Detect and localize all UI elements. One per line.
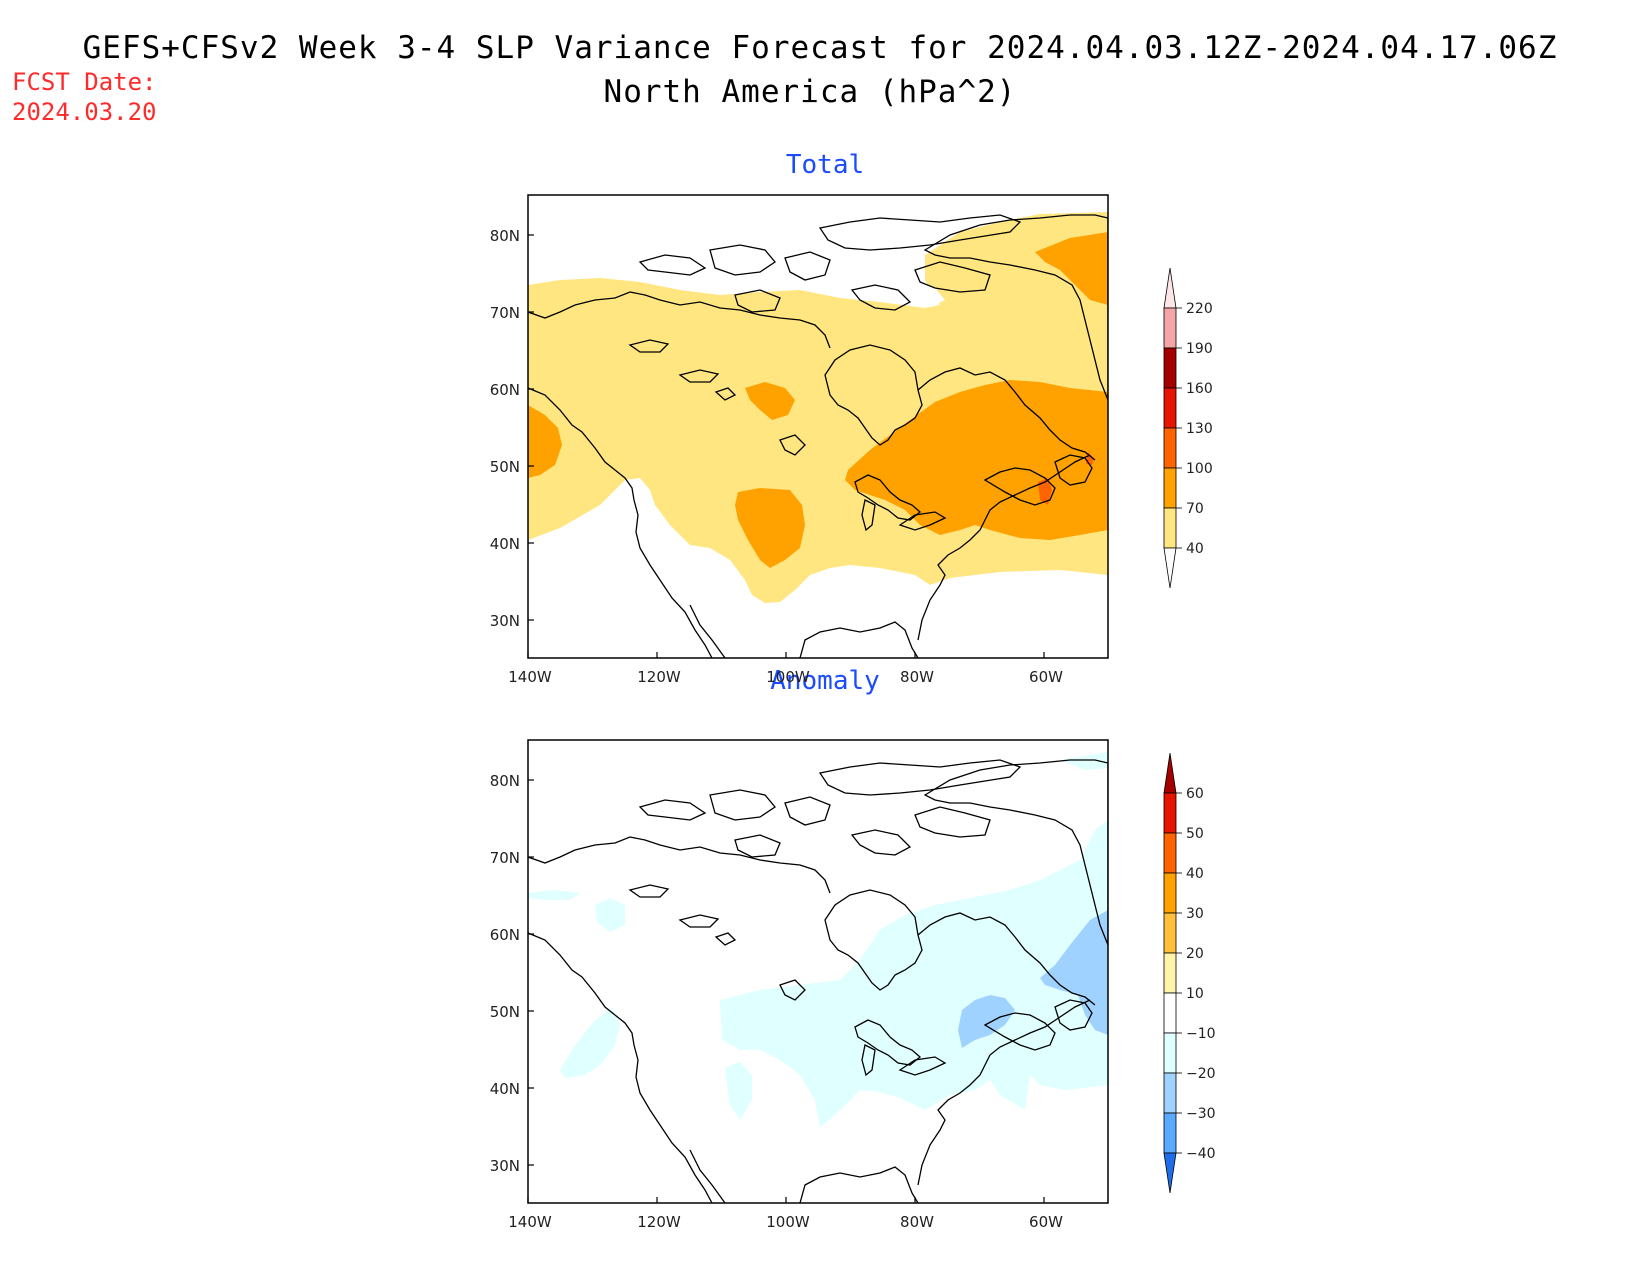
colorbar-label: 40 <box>1186 866 1204 882</box>
lat-label: 60N <box>490 381 520 399</box>
total-contour-70-greenland <box>1035 232 1108 305</box>
lat-label: 60N <box>490 926 520 944</box>
lat-label: 70N <box>490 304 520 322</box>
lon-label: 100W <box>766 668 810 686</box>
lat-label: 80N <box>490 227 520 245</box>
forecast-date-value: 2024.03.20 <box>12 98 157 126</box>
colorbar-label: 40 <box>1186 541 1204 557</box>
anomaly-map: 80N 70N 60N 50N 40N 30N 140W 120W 100W 8… <box>490 739 1109 1231</box>
colorbar-label: 70 <box>1186 501 1204 517</box>
lon-label: 80W <box>900 1213 934 1231</box>
anomaly-contour-light-main <box>720 820 1108 1128</box>
colorbar-label: 130 <box>1186 421 1213 437</box>
figure-subtitle: North America (hPa^2) <box>603 74 1017 110</box>
lon-label: 80W <box>900 668 934 686</box>
colorbar-label: −30 <box>1186 1106 1216 1122</box>
lon-label: 60W <box>1029 668 1063 686</box>
colorbar-label: 220 <box>1186 301 1213 317</box>
colorbar-label: −10 <box>1186 1026 1216 1042</box>
total-map: 80N 70N 60N 50N 40N 30N 140W 120W 100W 8… <box>490 194 1109 686</box>
lon-label: 100W <box>766 1213 810 1231</box>
colorbar-label: 20 <box>1186 946 1204 962</box>
lon-label: 120W <box>637 1213 681 1231</box>
colorbar-label: 60 <box>1186 786 1204 802</box>
lat-label: 40N <box>490 1080 520 1098</box>
figure-title: GEFS+CFSv2 Week 3-4 SLP Variance Forecas… <box>82 30 1558 66</box>
lon-label: 140W <box>508 1213 552 1231</box>
colorbar-label: −20 <box>1186 1066 1216 1082</box>
total-panel-title: Total <box>785 150 865 180</box>
total-contour-70-rockies <box>735 488 805 568</box>
lat-label: 50N <box>490 1003 520 1021</box>
lon-label: 60W <box>1029 1213 1063 1231</box>
lat-label: 70N <box>490 849 520 867</box>
lat-label: 80N <box>490 772 520 790</box>
colorbar-label: 30 <box>1186 906 1204 922</box>
colorbar-label: 50 <box>1186 826 1204 842</box>
anomaly-panel-title: Anomaly <box>770 666 880 696</box>
anomaly-contour-light-west <box>560 1008 620 1078</box>
total-colorbar <box>1163 267 1182 589</box>
lat-label: 30N <box>490 1157 520 1175</box>
colorbar-label: 10 <box>1186 986 1204 1002</box>
lat-label: 40N <box>490 535 520 553</box>
colorbar-label: 160 <box>1186 381 1213 397</box>
colorbar-label: 190 <box>1186 341 1213 357</box>
colorbar-label: −40 <box>1186 1146 1216 1162</box>
lon-label: 140W <box>508 668 552 686</box>
forecast-date-label: FCST Date: <box>12 68 157 96</box>
lon-label: 120W <box>637 668 681 686</box>
colorbar-label: 100 <box>1186 461 1213 477</box>
total-contour-70-west <box>528 405 562 478</box>
anomaly-contour-light-nw <box>595 898 625 932</box>
total-contour-70-center <box>745 382 795 420</box>
lat-label: 50N <box>490 458 520 476</box>
anomaly-contour-blue <box>1040 910 1108 1035</box>
lat-label: 30N <box>490 612 520 630</box>
anomaly-colorbar <box>1163 752 1182 1194</box>
